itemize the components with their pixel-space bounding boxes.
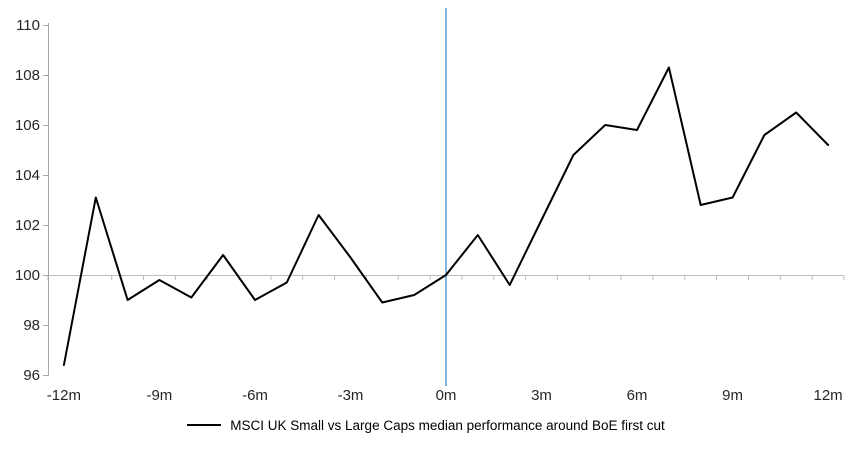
x-tick-label: -3m — [338, 387, 364, 404]
x-tick-label: -12m — [47, 387, 81, 404]
chart-legend: MSCI UK Small vs Large Caps median perfo… — [0, 416, 852, 434]
x-tick-label: 12m — [814, 387, 843, 404]
x-tick-label: -6m — [242, 387, 268, 404]
y-tick-label: 102 — [15, 217, 40, 234]
legend-line-swatch — [187, 424, 222, 426]
x-tick-label: 6m — [627, 387, 648, 404]
y-tick-label: 100 — [15, 267, 40, 284]
y-tick-label: 108 — [15, 67, 40, 84]
y-tick-label: 96 — [23, 367, 40, 384]
legend-label: MSCI UK Small vs Large Caps median perfo… — [230, 417, 665, 433]
x-tick-label: 3m — [531, 387, 552, 404]
y-tick-label: 110 — [16, 17, 40, 34]
x-tick-label: 9m — [722, 387, 743, 404]
x-tick-label: 0m — [436, 387, 457, 404]
x-tick-label: -9m — [146, 387, 172, 404]
series-line — [62, 66, 830, 366]
y-tick-label: 104 — [15, 167, 40, 184]
y-tick-label: 106 — [15, 117, 40, 134]
y-tick-label: 98 — [23, 317, 40, 334]
